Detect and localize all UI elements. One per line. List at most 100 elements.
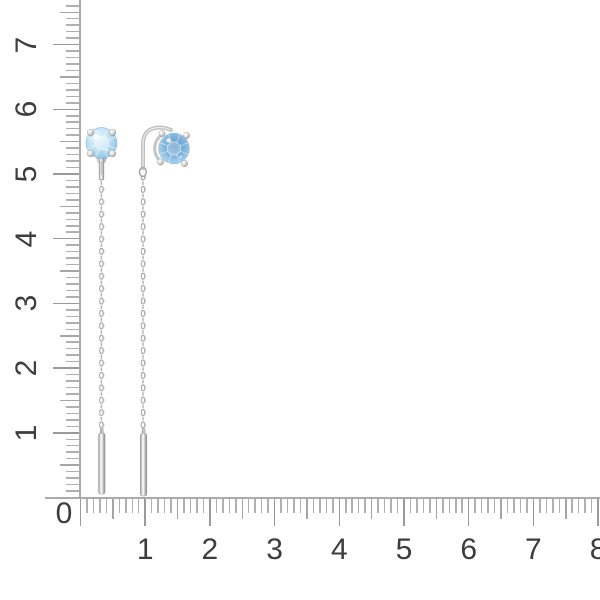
vertical-ruler-tick [65,95,80,98]
horizontal-ruler-tick [500,499,502,519]
vertical-ruler-tick [65,438,80,441]
vertical-ruler-tick [65,225,80,227]
horizontal-ruler-tick [209,499,211,526]
horizontal-ruler-tick [390,499,392,513]
stone-facet-line [167,134,172,143]
vertical-ruler-label: 6 [10,100,43,118]
vertical-ruler-tick [65,127,80,130]
horizontal-ruler-tick [86,499,88,513]
prong [86,149,95,158]
horizontal-ruler-tick [170,499,172,513]
horizontal-ruler-tick [377,499,379,513]
horizontal-ruler-tick [577,499,580,513]
horizontal-ruler-tick [364,499,366,513]
vertical-ruler-tick [52,108,80,111]
horizontal-ruler-tick [196,499,198,513]
vertical-ruler-tick [65,296,80,298]
stone-facet-line [159,142,168,147]
vertical-ruler-tick [59,335,80,337]
left-earring-bail-slot [100,161,103,175]
vertical-ruler-tick [65,17,80,20]
vertical-ruler-tick [52,237,80,240]
right-earring-threader-wire-highlight [142,126,172,169]
horizontal-ruler-tick [409,499,412,513]
horizontal-ruler-tick [545,499,548,513]
vertical-ruler-tick [65,490,80,492]
vertical-ruler-tick [65,24,80,26]
horizontal-ruler-tick [552,499,554,513]
stone-facet-line [176,154,181,163]
horizontal-ruler-label: 3 [266,533,283,566]
vertical-ruler-tick [65,257,80,259]
stone-facet-line [103,128,108,137]
vertical-ruler-tick [65,457,80,460]
vertical-ruler-tick [65,393,80,395]
vertical-ruler-tick [59,11,80,13]
horizontal-ruler-tick [319,499,321,513]
horizontal-ruler-tick [202,499,205,513]
vertical-ruler-tick [65,263,80,266]
horizontal-ruler-tick [429,499,431,513]
vertical-ruler-label: 5 [10,165,43,183]
horizontal-ruler-tick [345,499,347,513]
horizontal-ruler-tick [565,499,567,519]
vertical-ruler-tick [65,56,80,59]
horizontal-ruler-tick [299,499,302,513]
vertical-ruler-tick [59,399,80,402]
vertical-ruler-tick [65,231,80,233]
vertical-ruler-tick [65,451,80,453]
vertical-ruler-tick [65,373,80,376]
horizontal-ruler-label: 2 [201,533,219,566]
stone-facet-line [167,154,172,163]
vertical-ruler-tick [65,82,80,85]
vertical-ruler-tick [65,470,80,473]
vertical-ruler-tick [65,360,80,363]
gemstone [158,132,190,165]
horizontal-ruler-tick [351,499,353,513]
horizontal-ruler-tick [137,499,140,513]
vertical-ruler-tick [65,406,80,408]
vertical-ruler-tick [65,179,80,182]
horizontal-ruler-tick [99,499,101,513]
vertical-ruler-label: 3 [10,295,43,312]
stone-table-facet [94,136,109,150]
horizontal-ruler-tick [590,499,593,513]
vertical-ruler-tick [65,477,80,479]
horizontal-ruler-tick [584,499,586,513]
vertical-ruler-tick [59,270,80,272]
vertical-ruler-tick [65,315,80,318]
horizontal-ruler-tick [215,499,218,513]
vertical-ruler-tick [65,37,80,39]
vertical-ruler-tick [65,283,80,285]
horizontal-ruler-label: 5 [395,533,413,566]
horizontal-ruler-tick [125,499,127,513]
horizontal-ruler-line [45,496,600,499]
prong [157,158,164,166]
prong [183,132,190,139]
threader-bar [140,433,148,497]
horizontal-ruler-tick [467,499,470,526]
vertical-ruler-label: 4 [10,230,43,248]
horizontal-ruler-tick [163,499,166,513]
horizontal-ruler-tick [532,499,535,526]
vertical-ruler-tick [59,205,80,208]
horizontal-ruler-tick [332,499,334,513]
vertical-ruler-tick [65,328,80,331]
horizontal-ruler-tick [597,499,599,526]
horizontal-ruler-tick [150,499,153,513]
vertical-ruler-tick [65,250,80,253]
horizontal-ruler-tick [254,499,256,513]
horizontal-ruler-tick [260,499,263,513]
horizontal-ruler-tick [448,499,451,513]
horizontal-ruler-tick [247,499,250,513]
horizontal-ruler-tick [312,499,315,513]
stone-table-facet [167,141,181,156]
vertical-ruler-tick [65,147,80,149]
vertical-ruler-tick [65,166,80,169]
prong [108,128,117,137]
horizontal-ruler-tick [493,499,496,513]
horizontal-ruler-tick [176,499,179,519]
prong [158,130,166,137]
horizontal-ruler-tick [325,499,328,513]
